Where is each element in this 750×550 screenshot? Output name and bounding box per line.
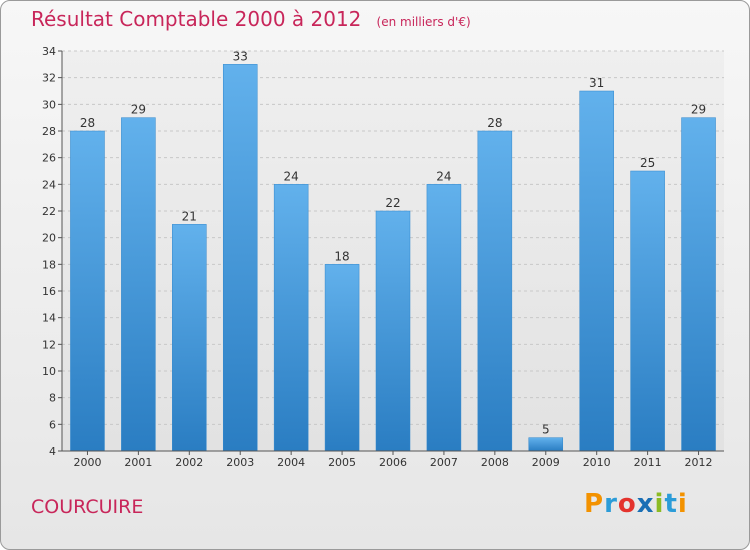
- bars: [70, 64, 716, 452]
- y-tick-label: 34: [42, 45, 56, 58]
- bar-2000: [70, 130, 105, 452]
- x-tick-label: 2003: [226, 456, 254, 469]
- bar-value-label: 28: [80, 116, 95, 130]
- x-tick-label: 2009: [532, 456, 560, 469]
- x-tick-label: 2001: [124, 456, 152, 469]
- brand-letter: x: [636, 489, 655, 519]
- bar-value-label: 29: [691, 103, 706, 117]
- bar-2007: [426, 184, 462, 452]
- bar-2006: [375, 210, 411, 452]
- bar-2009: [528, 437, 564, 452]
- bar-2010: [579, 90, 614, 452]
- brand-letter: i: [677, 489, 688, 519]
- brand-letter: o: [617, 489, 637, 519]
- y-axis-ticks: 4 6 8 10 12 14 16 18 20 22 24 26 28 30 32 34: [42, 45, 62, 458]
- y-tick-label: 32: [42, 72, 56, 85]
- bar-value-label: 18: [334, 249, 349, 263]
- brand-letter: t: [664, 489, 678, 519]
- bar-value-label: 24: [284, 169, 299, 183]
- bar-value-label: 29: [131, 103, 146, 117]
- brand-letter: P: [584, 489, 605, 519]
- bar-value-label: 28: [487, 116, 502, 130]
- bar-value-label: 22: [385, 196, 400, 210]
- chart-title-block: Résultat Comptable 2000 à 2012 (en milli…: [31, 7, 471, 31]
- brand-letter: i: [654, 489, 665, 519]
- y-tick-label: 12: [42, 338, 56, 351]
- bar-2008: [477, 130, 513, 452]
- bar-2002: [172, 224, 207, 452]
- y-tick-label: 6: [49, 418, 56, 431]
- x-tick-label: 2011: [634, 456, 662, 469]
- x-tick-label: 2004: [277, 456, 305, 469]
- chart-subtitle: (en milliers d'€): [376, 15, 471, 29]
- y-tick-label: 16: [42, 285, 56, 298]
- bar-value-label: 25: [640, 156, 655, 170]
- y-tick-label: 30: [42, 98, 56, 111]
- y-tick-label: 14: [42, 312, 56, 325]
- bar-2005: [324, 264, 360, 452]
- y-tick-label: 26: [42, 152, 56, 165]
- y-tick-label: 4: [49, 445, 56, 458]
- y-tick-label: 18: [42, 258, 56, 271]
- y-tick-label: 28: [42, 125, 56, 138]
- x-tick-label: 2005: [328, 456, 356, 469]
- bar-2004: [273, 184, 309, 452]
- chart-title: Résultat Comptable 2000 à 2012: [31, 7, 362, 31]
- x-axis-ticks: 2000 2001 2002 2003 2004 2005 2006 2007 2008 2009…: [73, 451, 713, 469]
- y-tick-label: 22: [42, 205, 56, 218]
- y-tick-label: 10: [42, 365, 56, 378]
- brand-letter: r: [604, 489, 618, 519]
- y-tick-label: 24: [42, 178, 56, 191]
- x-tick-label: 2008: [481, 456, 509, 469]
- x-tick-label: 2000: [73, 456, 101, 469]
- bar-value-label: 24: [436, 169, 451, 183]
- bar-2003: [222, 64, 258, 452]
- bar-value-label: 5: [542, 423, 550, 437]
- x-tick-label: 2006: [379, 456, 407, 469]
- x-tick-label: 2012: [685, 456, 713, 469]
- brand-logo: Proxiti: [584, 489, 688, 519]
- bar-value-labels: 28 29 21 33 24 18 22 24 28 5 31 25 29: [80, 49, 706, 436]
- x-tick-label: 2002: [175, 456, 203, 469]
- bar-2011: [630, 170, 665, 452]
- bar-value-label: 33: [233, 49, 248, 63]
- x-tick-label: 2007: [430, 456, 458, 469]
- y-tick-label: 8: [49, 392, 56, 405]
- bar-2001: [121, 117, 156, 452]
- bar-2012: [681, 117, 716, 452]
- x-tick-label: 2010: [583, 456, 611, 469]
- bar-value-label: 31: [589, 76, 604, 90]
- place-name: COURCUIRE: [31, 496, 144, 518]
- y-tick-label: 20: [42, 232, 56, 245]
- bar-value-label: 21: [182, 209, 197, 223]
